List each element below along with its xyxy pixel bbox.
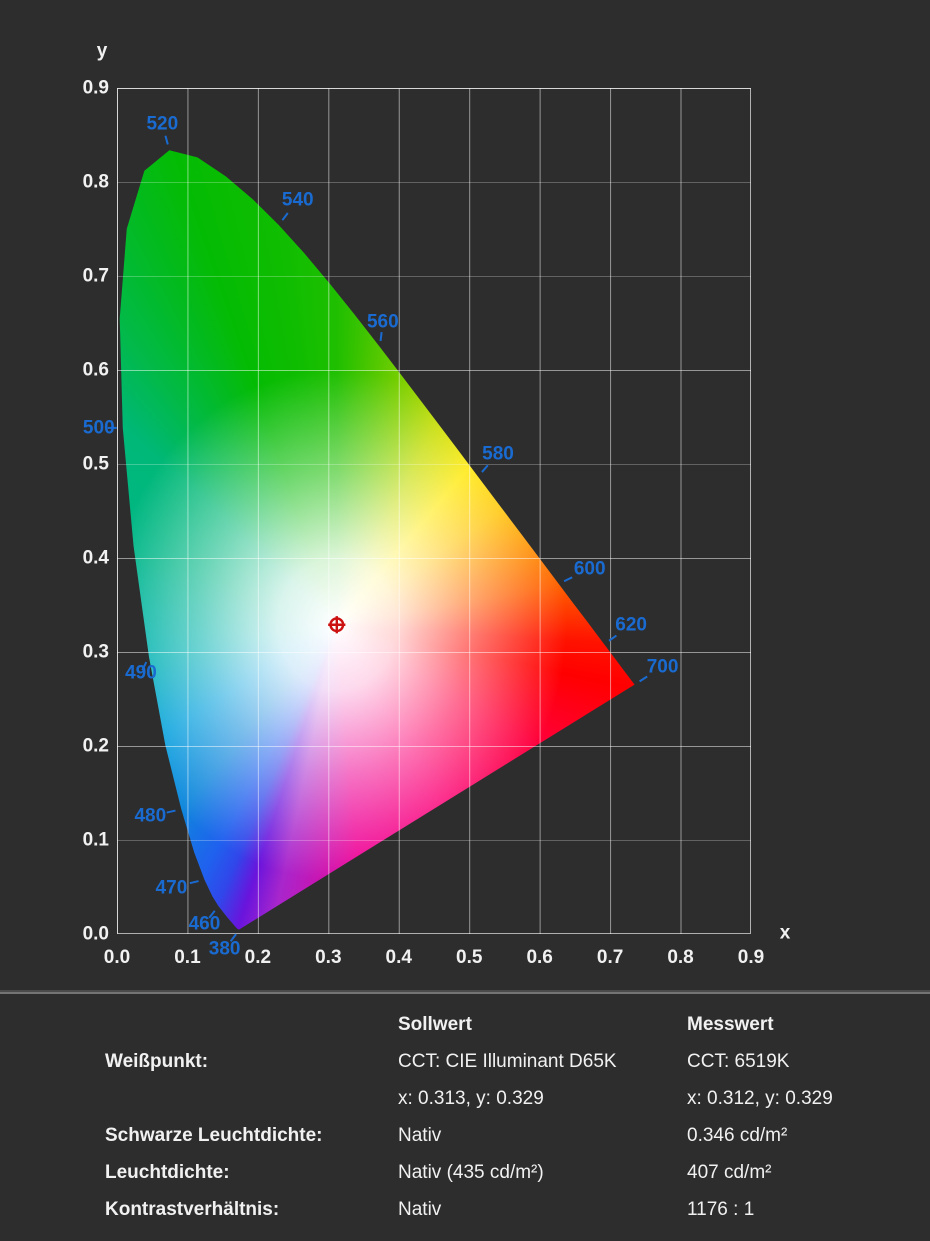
wavelength-label: 520 (146, 113, 179, 135)
x-tick-label: 0.7 (596, 947, 624, 968)
wavelength-label: 480 (134, 805, 167, 827)
table-header-row: Sollwert Messwert (105, 1006, 930, 1043)
y-tick-label: 0.5 (82, 453, 109, 475)
wavelength-tick (379, 331, 383, 342)
y-tick-label: 0.4 (82, 547, 109, 569)
messwert-cell: 407 cd/m² (687, 1161, 772, 1183)
x-tick-label: 0.0 (103, 947, 131, 968)
x-tick-label: 0.6 (526, 947, 553, 968)
cie-chart-section: 520 540 560 580 600 620 700 500 490 480 470 460 380 … (83, 42, 791, 968)
plot-area: 520 540 560 580 600 620 700 500 490 480 470 460 380 … (83, 42, 791, 968)
wavelength-tick (639, 675, 648, 683)
x-tick-label: 0.9 (737, 947, 765, 968)
wavelength-label: 490 (125, 662, 157, 684)
row-label: Weißpunkt: (105, 1050, 209, 1072)
sollwert-cell: Nativ (398, 1198, 442, 1220)
table-row-kontrastverhaeltnis: Kontrastverhältnis: Nativ 1176 : 1 (105, 1191, 930, 1228)
y-tick-label: 0.2 (82, 735, 109, 757)
wavelength-tick (481, 464, 489, 473)
wavelength-tick (281, 212, 289, 221)
section-divider (0, 990, 930, 994)
y-tick-label: 0.3 (82, 641, 109, 663)
row-label: Schwarze Leuchtdichte: (105, 1124, 323, 1146)
row-label: Leuchtdichte: (105, 1161, 230, 1183)
messwert-cell: 0.346 cd/m² (687, 1124, 788, 1146)
wavelength-label: 700 (646, 656, 679, 678)
wavelength-tick (166, 809, 176, 814)
wavelength-tick (608, 634, 617, 642)
wavelength-tick (229, 933, 237, 942)
messwert-cell: CCT: 6519K (687, 1050, 790, 1072)
row-label: Kontrastverhältnis: (105, 1198, 280, 1220)
wavelength-label: 560 (366, 311, 399, 333)
wavelength-label: 540 (281, 189, 314, 211)
table-row-leuchtdichte: Leuchtdichte: Nativ (435 cd/m²) 407 cd/m… (105, 1154, 930, 1191)
messwert-cell: 1176 : 1 (687, 1198, 755, 1220)
sollwert-header: Sollwert (398, 1013, 472, 1035)
wavelength-label: 580 (482, 443, 514, 465)
wavelength-label: 500 (82, 417, 115, 439)
results-table: Sollwert Messwert Weißpunkt: CCT: CIE Il… (0, 994, 930, 1228)
messwert-header: Messwert (687, 1013, 774, 1035)
wavelength-tick (208, 910, 216, 919)
y-tick-label: 0.6 (82, 359, 109, 381)
wavelength-tick (141, 661, 148, 671)
table-row-weisspunkt-xy: x: 0.313, y: 0.329 x: 0.312, y: 0.329 (105, 1080, 930, 1117)
grid-layer (117, 88, 751, 934)
table-row-weisspunkt: Weißpunkt: CCT: CIE Illuminant D65K CCT:… (105, 1043, 930, 1080)
x-tick-label: 0.4 (385, 947, 412, 968)
x-axis-title: x (779, 922, 791, 944)
wavelength-label: 600 (573, 558, 606, 580)
wavelength-tick (164, 135, 169, 145)
x-tick-label: 0.2 (244, 947, 272, 968)
whitepoint-marker (328, 616, 346, 634)
wavelength-label: 460 (188, 913, 221, 935)
wavelength-labels-layer: 520 540 560 580 600 620 700 500 490 480 470 460 380 (83, 88, 751, 959)
y-tick-label: 0.8 (82, 171, 109, 193)
x-tick-label: 0.8 (667, 947, 694, 968)
sollwert-cell: Nativ (435 cd/m²) (398, 1161, 544, 1183)
wavelength-label: 470 (155, 877, 188, 899)
axis-tick-labels-layer: y x 0.0 0.1 0.2 0.3 0.4 0.5 0.6 0.7 0.8 0.9 0.0 0.1… (83, 42, 791, 968)
x-tick-label: 0.1 (174, 947, 201, 968)
y-tick-label: 0.9 (82, 77, 109, 99)
y-tick-label: 0.1 (82, 829, 109, 851)
wavelength-label: 620 (615, 614, 647, 636)
table-row-schwarze-leuchtdichte: Schwarze Leuchtdichte: Nativ 0.346 cd/m² (105, 1117, 930, 1154)
messwert-cell: x: 0.312, y: 0.329 (687, 1087, 833, 1109)
sollwert-cell: x: 0.313, y: 0.329 (398, 1087, 544, 1109)
wavelength-tick (189, 880, 199, 885)
wavelength-label: 380 (208, 938, 241, 960)
x-tick-label: 0.5 (456, 947, 483, 968)
wavelength-tick (563, 576, 573, 583)
sollwert-cell: CCT: CIE Illuminant D65K (398, 1050, 617, 1072)
y-axis-title: y (96, 40, 108, 62)
sollwert-cell: Nativ (398, 1124, 442, 1146)
y-tick-label: 0.7 (82, 265, 109, 287)
y-tick-label: 0.0 (82, 923, 109, 945)
plot-overlay-svg (107, 135, 648, 942)
x-tick-label: 0.3 (315, 947, 342, 968)
